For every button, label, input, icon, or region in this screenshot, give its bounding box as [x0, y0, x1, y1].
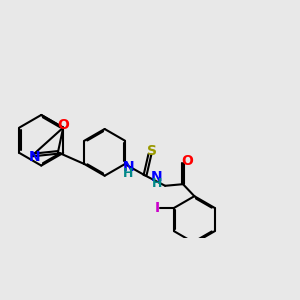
Text: N: N	[28, 150, 40, 164]
Text: I: I	[154, 201, 160, 215]
Text: H: H	[152, 177, 162, 190]
Text: N: N	[151, 170, 163, 184]
Text: N: N	[123, 160, 134, 174]
Text: O: O	[181, 154, 193, 169]
Text: H: H	[123, 167, 134, 180]
Text: O: O	[57, 118, 69, 132]
Text: S: S	[146, 144, 157, 158]
